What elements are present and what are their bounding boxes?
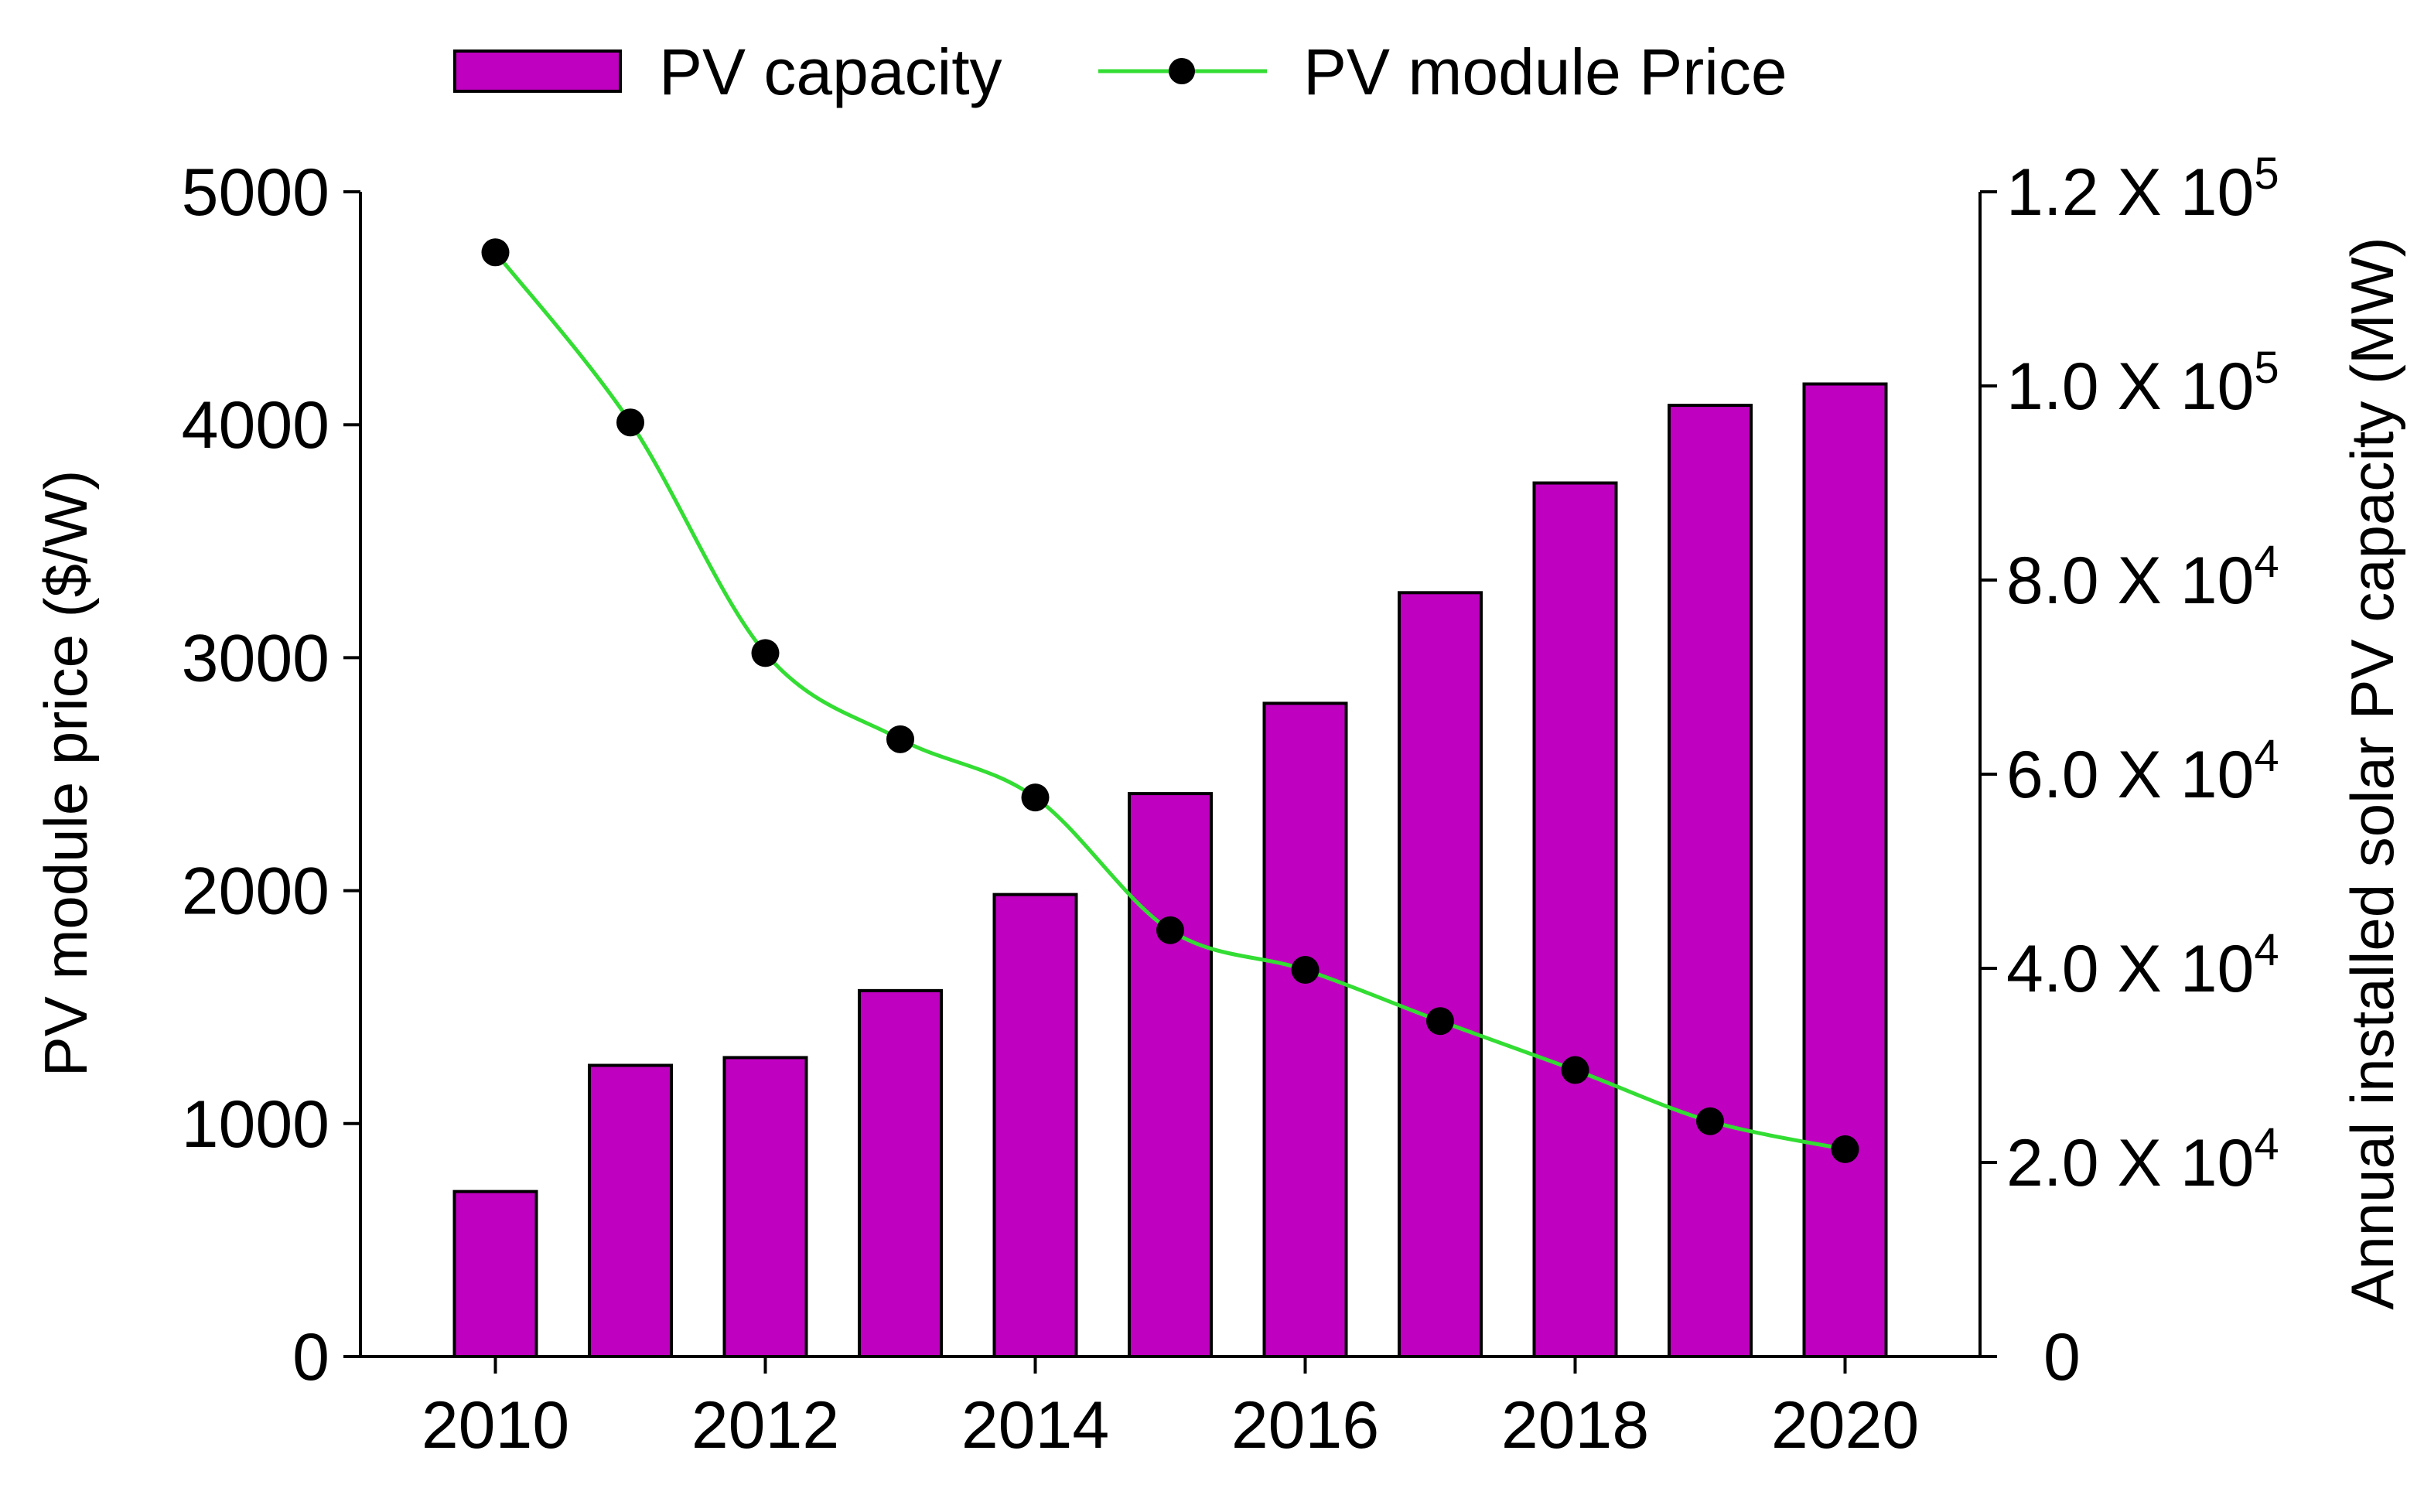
price-point-2015 [1156,916,1184,944]
y-axis-left-title: PV module price ($/W) [32,470,100,1077]
tick-label-left-3000: 3000 [182,621,329,695]
tick-label-left-1000: 1000 [182,1087,329,1162]
price-point-2013 [886,725,914,753]
legend-label-pv-module-price: PV module Price [1303,36,1787,108]
tick-exponent-right-6: 5 [2254,148,2279,199]
axes-group [343,190,1997,1374]
y-axis-right-title: Annual installed solar PV capacity (MW) [2338,237,2406,1309]
tick-exponent-right-5: 5 [2254,343,2279,393]
legend-marker-swatch [1169,58,1195,84]
tick-label-left-4000: 4000 [182,388,329,462]
tick-exponent-right-1: 4 [2254,1119,2279,1169]
legend-label-pv-capacity: PV capacity [659,36,1002,108]
tick-label-right-5: 1.0 X 105 [2006,343,2279,424]
tick-label-bottom-2020: 2020 [1771,1388,1919,1463]
tick-label-bottom-2012: 2012 [691,1388,839,1463]
legend-bar-swatch [453,49,622,93]
price-point-2016 [1291,956,1320,985]
price-point-2011 [616,408,644,437]
tick-label-left-5000: 5000 [182,155,329,230]
right-tick-labels: 0 2.0 X 104 4.0 X 104 6.0 X 104 8.0 X 104 1.0… [2006,148,2279,1394]
tick-label-bottom-2010: 2010 [422,1388,569,1463]
price-point-2012 [751,639,780,667]
bar-2017 [1398,591,1483,1358]
bar-2018 [1532,481,1618,1358]
legend: PV capacity PV module Price [453,36,1787,108]
bar-2013 [858,988,943,1358]
tick-label-left-2000: 2000 [182,855,329,929]
tick-label-right-4: 8.0 X 104 [2006,537,2279,618]
bar-2011 [588,1063,673,1358]
bar-2014 [992,893,1078,1358]
price-point-2014 [1021,783,1050,812]
tick-label-right-3: 6.0 X 104 [2006,731,2279,812]
bar-2010 [452,1189,538,1359]
bar-2019 [1668,404,1753,1358]
price-point-2010 [481,238,510,267]
bar-2020 [1802,382,1888,1358]
price-point-2019 [1696,1107,1724,1135]
price-line-group [481,238,1859,1163]
tick-label-right-2: 4.0 X 104 [2006,925,2279,1006]
tick-exponent-right-3: 4 [2254,731,2279,781]
tick-exponent-right-2: 4 [2254,925,2279,975]
bar-2012 [722,1056,808,1358]
tick-label-right-6: 1.2 X 105 [2006,148,2279,230]
bars-group [452,382,1888,1359]
price-point-2018 [1561,1056,1589,1084]
price-point-2020 [1831,1135,1859,1163]
tick-label-bottom-2018: 2018 [1501,1388,1649,1463]
tick-label-bottom-2016: 2016 [1231,1388,1379,1463]
bar-2015 [1128,792,1213,1358]
bar-2016 [1262,701,1348,1358]
tick-label-bottom-2014: 2014 [961,1388,1109,1463]
price-point-2017 [1426,1007,1454,1036]
tick-label-left-0: 0 [292,1320,329,1394]
price-line [493,251,1846,1152]
bottom-tick-labels: 2010 2012 2014 2016 2018 2020 [422,1388,1919,1463]
tick-exponent-right-4: 4 [2254,537,2279,587]
tick-label-right-1: 2.0 X 104 [2006,1119,2279,1200]
tick-label-right-0: 0 [2043,1320,2081,1394]
left-tick-labels: 0 1000 2000 3000 4000 5000 [182,155,329,1394]
